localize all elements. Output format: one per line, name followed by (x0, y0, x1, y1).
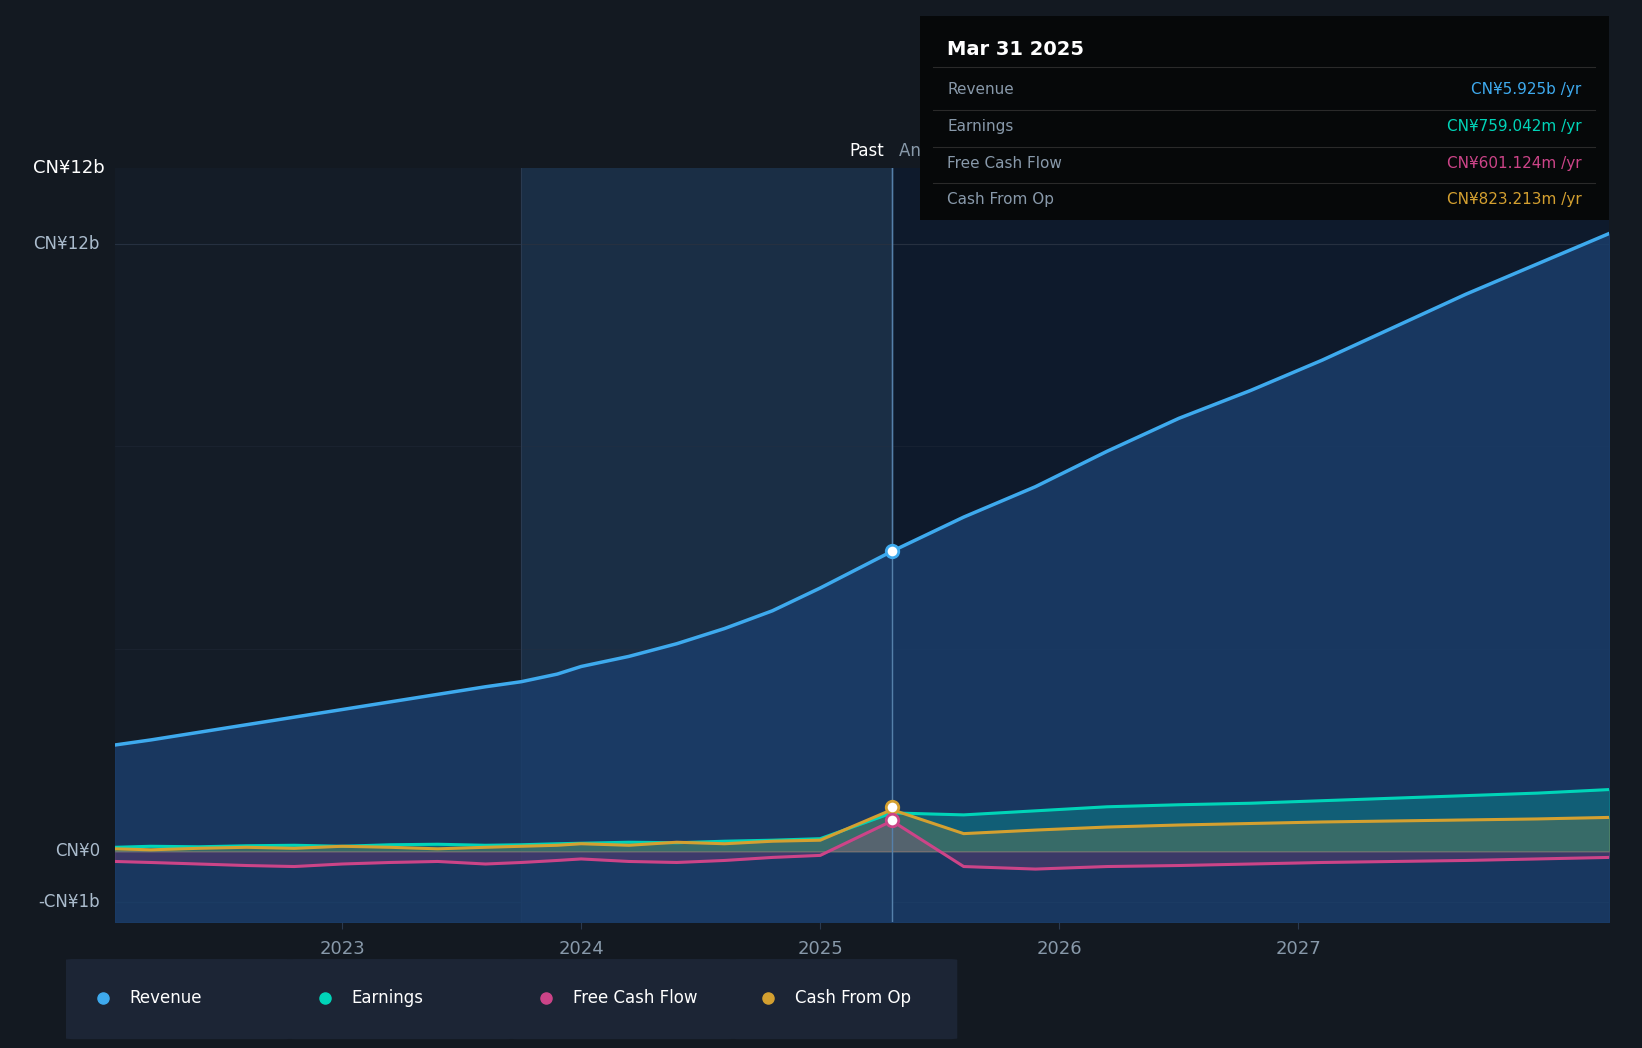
Bar (115, 168, 522, 922)
Text: CN¥601.124m /yr: CN¥601.124m /yr (1447, 155, 1581, 171)
Bar (522, 168, 892, 922)
Text: Cash From Op: Cash From Op (795, 989, 911, 1007)
Text: CN¥12b: CN¥12b (33, 158, 105, 177)
Text: CN¥12b: CN¥12b (33, 235, 100, 253)
Text: Cash From Op: Cash From Op (947, 193, 1054, 208)
FancyBboxPatch shape (287, 959, 514, 1040)
Bar (892, 168, 1609, 922)
Text: Earnings: Earnings (947, 118, 1013, 134)
Text: Revenue: Revenue (130, 989, 202, 1007)
Text: -CN¥1b: -CN¥1b (38, 893, 100, 911)
Text: CN¥823.213m /yr: CN¥823.213m /yr (1447, 193, 1581, 208)
Text: Analysts Forecasts: Analysts Forecasts (900, 143, 1054, 160)
FancyBboxPatch shape (509, 959, 736, 1040)
Text: Free Cash Flow: Free Cash Flow (573, 989, 698, 1007)
Text: Revenue: Revenue (947, 82, 1013, 97)
Text: CN¥759.042m /yr: CN¥759.042m /yr (1447, 118, 1581, 134)
FancyBboxPatch shape (731, 959, 957, 1040)
Text: Mar 31 2025: Mar 31 2025 (947, 40, 1084, 60)
Text: Free Cash Flow: Free Cash Flow (947, 155, 1062, 171)
Text: Past: Past (849, 143, 885, 160)
Text: Earnings: Earnings (351, 989, 424, 1007)
Text: CN¥0: CN¥0 (54, 843, 100, 860)
Text: CN¥5.925b /yr: CN¥5.925b /yr (1471, 82, 1581, 97)
FancyBboxPatch shape (66, 959, 292, 1040)
